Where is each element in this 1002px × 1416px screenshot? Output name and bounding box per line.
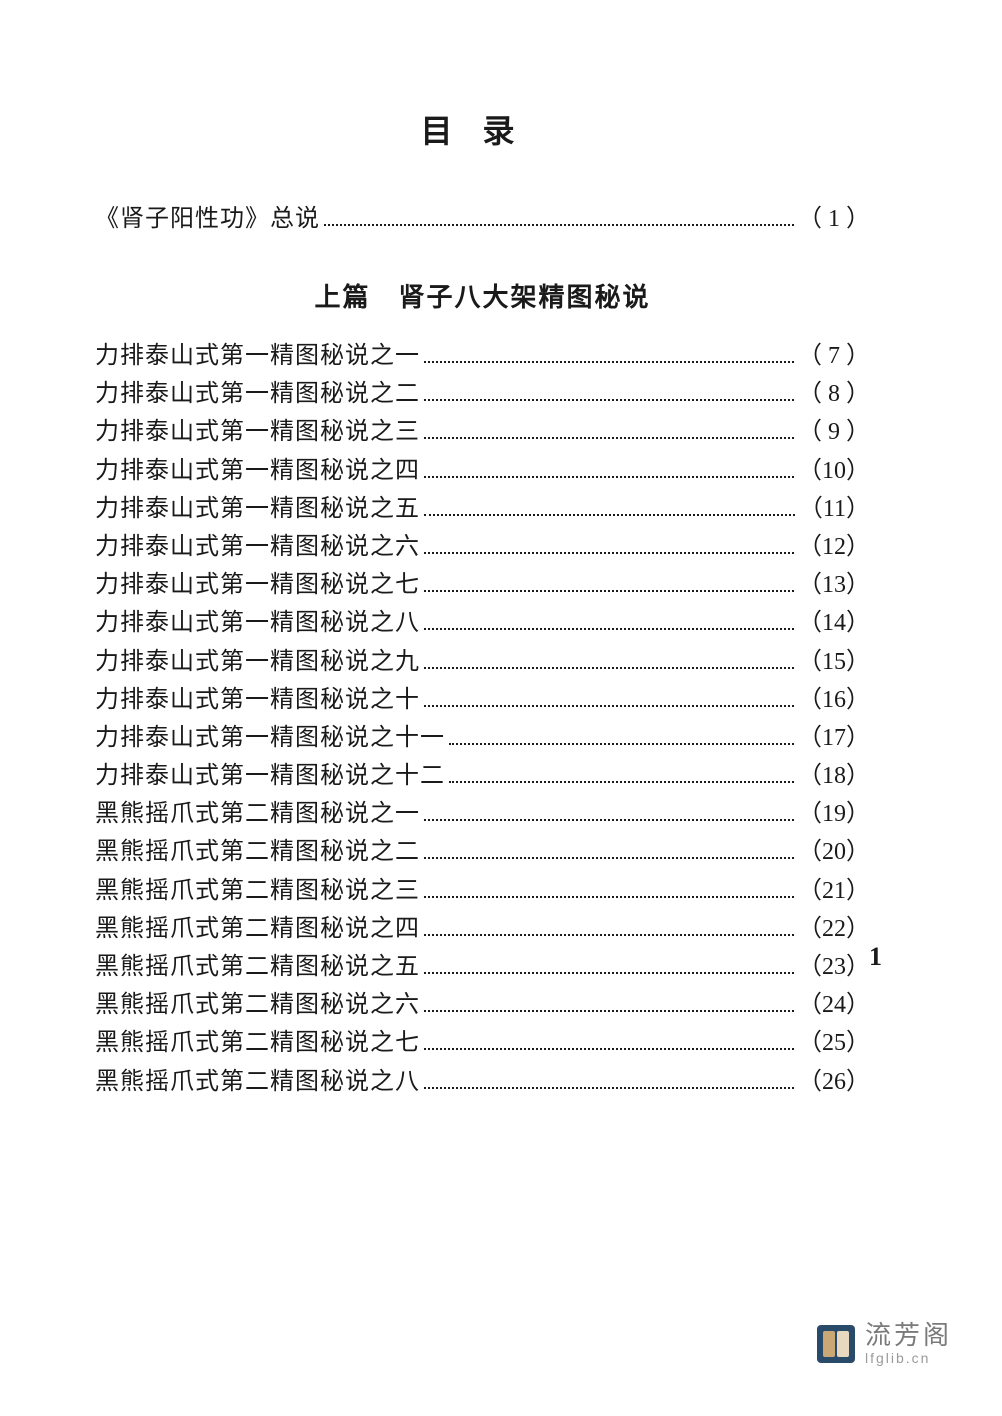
toc-row: 黑熊摇爪式第二精图秘说之三 （21） <box>95 879 870 904</box>
toc-row: 力排泰山式第一精图秘说之一 （ 7 ） <box>95 344 870 369</box>
toc-row: 力排泰山式第一精图秘说之九 （15） <box>95 650 870 675</box>
leader-dots <box>424 590 794 592</box>
toc-label: 力排泰山式第一精图秘说之九 <box>95 650 420 674</box>
toc-title: 目录 <box>95 106 870 152</box>
toc-page: （20） <box>798 840 870 864</box>
toc-label: 力排泰山式第一精图秘说之六 <box>95 535 420 559</box>
toc-page: （18） <box>798 764 870 788</box>
toc-row: 力排泰山式第一精图秘说之三 （ 9 ） <box>95 420 870 445</box>
toc-label: 黑熊摇爪式第二精图秘说之五 <box>95 955 420 979</box>
toc-label: 力排泰山式第一精图秘说之十 <box>95 688 420 712</box>
toc-label: 力排泰山式第一精图秘说之一 <box>95 344 420 368</box>
toc-page: （21） <box>798 879 870 903</box>
toc-page: （15） <box>798 650 870 674</box>
leader-dots <box>424 819 794 821</box>
book-icon <box>817 1325 855 1363</box>
leader-dots <box>449 781 794 783</box>
section-name: 肾子八大架精图秘说 <box>399 283 651 312</box>
toc-page: （25） <box>798 1031 870 1055</box>
leader-dots <box>424 705 794 707</box>
toc-row: 黑熊摇爪式第二精图秘说之四 （22） <box>95 917 870 942</box>
leader-dots <box>424 361 794 363</box>
toc-row: 黑熊摇爪式第二精图秘说之八 （26） <box>95 1070 870 1095</box>
watermark-text: 流芳阁 lfglib.cn <box>865 1322 952 1366</box>
intro-entry: 《肾子阳性功》总说 （ 1 ） <box>95 198 870 233</box>
toc-row: 黑熊摇爪式第二精图秘说之五 （23） <box>95 955 870 980</box>
toc-label: 力排泰山式第一精图秘说之十二 <box>95 764 445 788</box>
page-number: 1 <box>869 942 882 972</box>
leader-dots <box>424 437 794 439</box>
toc-label: 黑熊摇爪式第二精图秘说之四 <box>95 917 420 941</box>
leader-dots <box>424 552 794 554</box>
toc-label: 黑熊摇爪式第二精图秘说之八 <box>95 1070 420 1094</box>
leader-dots <box>424 934 794 936</box>
section-part: 上篇 <box>314 283 370 312</box>
toc-page: （17） <box>798 726 870 750</box>
toc-label: 力排泰山式第一精图秘说之七 <box>95 573 420 597</box>
toc-page: （13） <box>798 573 870 597</box>
toc-row: 力排泰山式第一精图秘说之十一 （17） <box>95 726 870 751</box>
toc-page: （16） <box>798 688 870 712</box>
leader-dots <box>449 743 794 745</box>
toc-row: 黑熊摇爪式第二精图秘说之六 （24） <box>95 993 870 1018</box>
toc-page: （24） <box>798 993 870 1017</box>
toc-page: （ 7 ） <box>798 344 870 368</box>
toc-row: 力排泰山式第一精图秘说之五 （11） <box>95 497 870 522</box>
watermark: 流芳阁 lfglib.cn <box>817 1322 952 1366</box>
leader-dots <box>424 399 794 401</box>
toc-label: 黑熊摇爪式第二精图秘说之七 <box>95 1031 420 1055</box>
toc-page: （11） <box>799 497 870 521</box>
watermark-en: lfglib.cn <box>865 1351 952 1366</box>
toc-label: 力排泰山式第一精图秘说之四 <box>95 459 420 483</box>
toc-label: 力排泰山式第一精图秘说之五 <box>95 497 420 521</box>
watermark-cn: 流芳阁 <box>865 1322 952 1351</box>
toc-label: 黑熊摇爪式第二精图秘说之六 <box>95 993 420 1017</box>
toc-label: 力排泰山式第一精图秘说之三 <box>95 420 420 444</box>
toc-page: （ 9 ） <box>798 420 870 444</box>
leader-dots <box>424 857 794 859</box>
toc-row: 力排泰山式第一精图秘说之六 （12） <box>95 535 870 560</box>
toc-row: 黑熊摇爪式第二精图秘说之七 （25） <box>95 1031 870 1056</box>
toc-page: （14） <box>798 611 870 635</box>
intro-label: 《肾子阳性功》总说 <box>95 198 320 233</box>
section-heading: 上篇肾子八大架精图秘说 <box>95 277 870 314</box>
toc-page: （12） <box>798 535 870 559</box>
leader-dots <box>324 224 794 226</box>
toc-label: 黑熊摇爪式第二精图秘说之一 <box>95 802 420 826</box>
toc-row: 力排泰山式第一精图秘说之二 （ 8 ） <box>95 382 870 407</box>
leader-dots <box>424 628 794 630</box>
leader-dots <box>424 667 794 669</box>
leader-dots <box>424 1010 794 1012</box>
toc-page: （19） <box>798 802 870 826</box>
toc-row: 力排泰山式第一精图秘说之十 （16） <box>95 688 870 713</box>
toc-page: （23） <box>798 955 870 979</box>
leader-dots <box>424 514 795 516</box>
toc-row: 黑熊摇爪式第二精图秘说之一 （19） <box>95 802 870 827</box>
toc-page: （26） <box>798 1070 870 1094</box>
leader-dots <box>424 972 794 974</box>
toc-list: 力排泰山式第一精图秘说之一（ 7 ）力排泰山式第一精图秘说之二（ 8 ）力排泰山… <box>95 344 870 1095</box>
toc-row: 力排泰山式第一精图秘说之七 （13） <box>95 573 870 598</box>
leader-dots <box>424 896 794 898</box>
page-content: 目录 《肾子阳性功》总说 （ 1 ） 上篇肾子八大架精图秘说 力排泰山式第一精图… <box>95 106 870 1108</box>
leader-dots <box>424 1048 794 1050</box>
toc-page: （10） <box>798 459 870 483</box>
toc-label: 力排泰山式第一精图秘说之十一 <box>95 726 445 750</box>
toc-row: 力排泰山式第一精图秘说之十二 （18） <box>95 764 870 789</box>
toc-label: 黑熊摇爪式第二精图秘说之三 <box>95 879 420 903</box>
toc-label: 力排泰山式第一精图秘说之二 <box>95 382 420 406</box>
toc-page: （22） <box>798 917 870 941</box>
leader-dots <box>424 476 794 478</box>
intro-page: （ 1 ） <box>798 198 870 233</box>
toc-page: （ 8 ） <box>798 382 870 406</box>
toc-row: 力排泰山式第一精图秘说之四 （10） <box>95 459 870 484</box>
toc-row: 黑熊摇爪式第二精图秘说之二 （20） <box>95 840 870 865</box>
toc-label: 黑熊摇爪式第二精图秘说之二 <box>95 840 420 864</box>
toc-label: 力排泰山式第一精图秘说之八 <box>95 611 420 635</box>
leader-dots <box>424 1087 794 1089</box>
toc-row: 力排泰山式第一精图秘说之八 （14） <box>95 611 870 636</box>
